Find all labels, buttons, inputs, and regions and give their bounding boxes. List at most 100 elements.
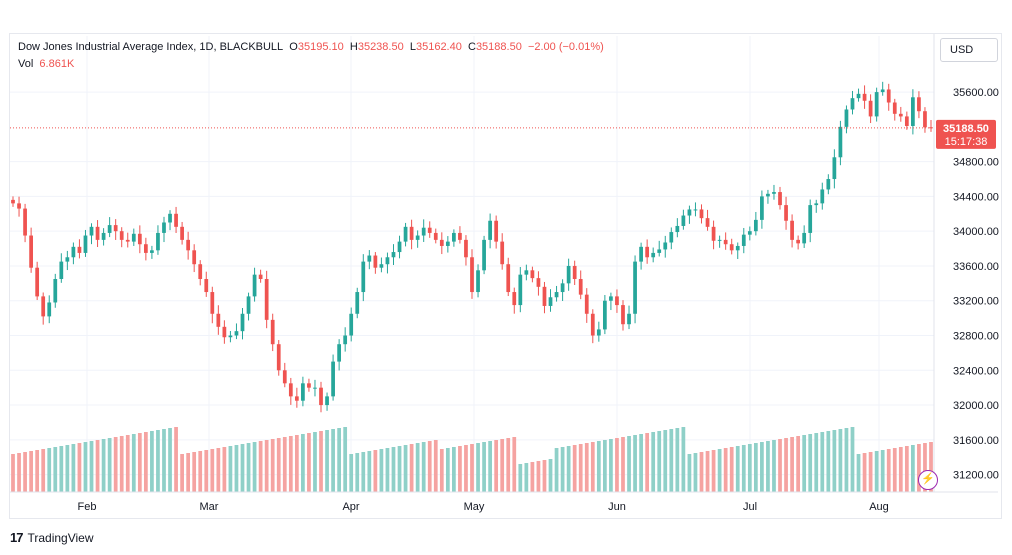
candle-body: [560, 283, 565, 293]
volume-bar: [518, 464, 523, 492]
candle-body: [524, 270, 529, 275]
volume-bar: [222, 447, 227, 492]
volume-bar: [820, 432, 825, 492]
volume-bar: [856, 454, 861, 492]
volume-bar: [578, 444, 583, 492]
volume-bar: [83, 442, 88, 492]
volume-bar: [476, 443, 480, 492]
time-axis: Feb Mar Apr May Jun Jul Aug: [10, 491, 998, 513]
volume-bar: [772, 440, 776, 492]
price-badge: [936, 119, 996, 149]
candle-body: [862, 93, 867, 101]
volume-bar: [433, 440, 438, 492]
volume-bar: [766, 441, 770, 492]
time-tick-label: Mar: [200, 501, 219, 513]
volume-bar: [548, 459, 553, 492]
candle-body: [548, 297, 553, 306]
time-tick-label: Feb: [78, 501, 97, 513]
candle-body: [113, 225, 118, 232]
volume-bar: [500, 439, 505, 492]
candle-body: [433, 232, 438, 240]
price-badge-value: 35188.50: [943, 123, 989, 135]
candle-body: [65, 257, 70, 262]
volume-bar: [403, 445, 408, 492]
candle-body: [747, 231, 752, 235]
volume-bar: [778, 439, 782, 492]
volume-bar: [367, 451, 372, 492]
volume-bar: [397, 446, 402, 492]
volume-bar: [391, 447, 396, 492]
candle-body: [645, 246, 650, 258]
volume-bar: [41, 449, 46, 492]
candle-body: [699, 209, 704, 219]
volume-bar: [886, 449, 891, 492]
candle-body: [753, 219, 758, 232]
volume-bar: [542, 460, 547, 492]
candle-body: [168, 213, 172, 223]
volume-bar: [911, 445, 915, 492]
volume-bar: [808, 434, 813, 492]
close-label: C: [467, 41, 476, 53]
candle-body: [246, 296, 251, 314]
candle-body: [856, 93, 861, 99]
candle-body: [693, 209, 698, 211]
tradingview-logo[interactable]: 17 TradingView: [10, 530, 94, 545]
volume-bar: [216, 448, 221, 492]
volume-bar: [572, 445, 577, 492]
candle-body: [729, 244, 734, 251]
volume-bar: [590, 442, 595, 492]
volume-bar: [687, 454, 692, 492]
lightning-bolt-icon[interactable]: ⚡: [918, 470, 938, 490]
candle-body: [621, 305, 625, 325]
volume-bar: [584, 443, 589, 492]
volume-bar: [753, 443, 758, 492]
volume-bar: [228, 446, 233, 492]
candle-body: [361, 261, 366, 293]
price-tick-label: 32400.00: [953, 365, 999, 377]
candle-body: [802, 232, 807, 244]
price-tick-label: 32000.00: [953, 400, 999, 412]
candle-body: [657, 249, 662, 253]
volume-bar: [343, 427, 348, 492]
volume-bar: [210, 449, 215, 492]
candle-body: [367, 255, 372, 262]
candle-body: [892, 102, 897, 114]
ohlc-legend: Dow Jones Industrial Average Index, 1D, …: [18, 41, 604, 53]
candle-body: [403, 226, 408, 242]
volume-bar: [651, 432, 656, 492]
volume-bar: [270, 439, 275, 492]
chart-area[interactable]: [9, 33, 1002, 519]
candle-body: [156, 232, 160, 251]
low-label: L: [409, 41, 416, 53]
volume-bar: [458, 446, 462, 492]
candle-body: [270, 319, 275, 345]
candle-body: [681, 215, 686, 226]
time-tick-label: Aug: [869, 501, 889, 513]
candle-body: [826, 179, 831, 190]
candle-body: [17, 203, 21, 209]
candle-body: [258, 274, 263, 279]
candle-body: [766, 193, 770, 197]
candle-body: [41, 296, 46, 317]
currency-button[interactable]: USD: [940, 38, 998, 62]
volume-bar: [307, 433, 311, 492]
volume-bar: [252, 442, 257, 492]
volume-bar: [11, 454, 15, 492]
volume-bar: [131, 434, 136, 492]
candle-body: [445, 241, 450, 246]
candle-body: [850, 98, 855, 110]
volume-bar: [439, 449, 444, 492]
volume-bar: [506, 438, 511, 492]
volume-bar: [198, 451, 203, 492]
volume-bar: [802, 435, 807, 492]
volume-bar: [53, 447, 58, 492]
candle-body: [23, 208, 27, 236]
volume-bar: [862, 453, 867, 492]
volume-bar: [536, 461, 541, 492]
candle-body: [282, 370, 287, 384]
candle-body: [832, 157, 837, 180]
volume-bar: [168, 428, 172, 492]
volume-bar: [711, 450, 716, 492]
candle-body: [602, 300, 607, 330]
